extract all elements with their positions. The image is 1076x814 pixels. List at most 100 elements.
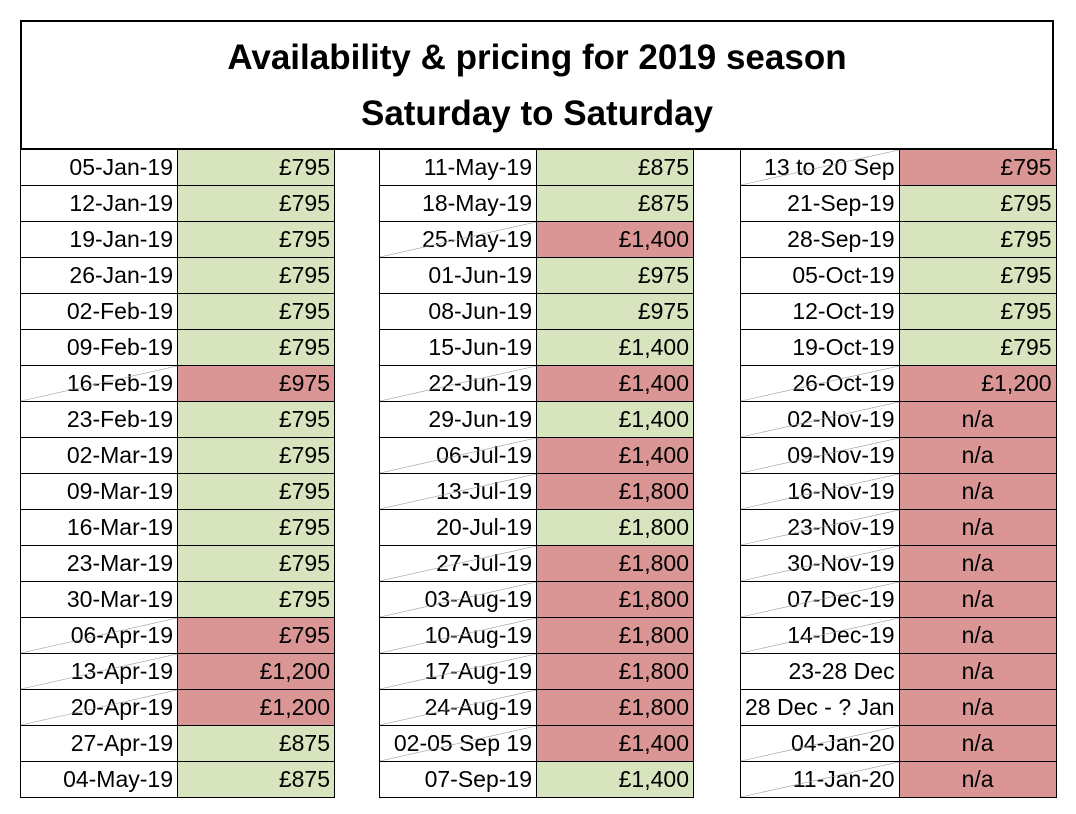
table-row: 15-Jun-19 £1,400 [379,329,694,366]
week-date-cell: 26-Jan-19 [20,257,178,294]
price-cell-available: £795 [177,257,335,294]
price-cell-available: £875 [536,185,694,222]
table-row: 02-Mar-19 £795 [20,437,335,474]
week-date-cell: 19-Oct-19 [740,329,900,366]
table-row: 13 to 20 Sep £795 [740,149,1057,186]
table-row: 14-Dec-19 n/a [740,617,1057,654]
price-cell-booked: n/a [898,545,1057,582]
table-row: 09-Nov-19 n/a [740,437,1057,474]
week-date: 23-28 Dec [788,658,895,684]
table-row: 07-Sep-19 £1,400 [379,761,694,798]
table-row: 09-Feb-19 £795 [20,329,335,366]
table-row: 26-Oct-19 £1,200 [740,365,1057,402]
week-date-cell: 04-Jan-20 [740,725,900,762]
week-date: 05-Oct-19 [792,262,895,288]
week-date-cell: 28 Dec - ? Jan [740,689,900,726]
table-row: 28-Sep-19 £795 [740,221,1057,258]
table-row: 12-Oct-19 £795 [740,293,1057,330]
table-row: 21-Sep-19 £795 [740,185,1057,222]
week-date-cell: 29-Jun-19 [379,401,537,438]
price-cell-booked: £1,200 [898,365,1057,402]
table-row: 13-Jul-19 £1,800 [379,473,694,510]
week-date: 16-Feb-19 [66,370,173,396]
week-date: 23-Nov-19 [787,514,895,540]
price-cell-booked: £1,400 [536,725,694,762]
price-cell-booked: £1,800 [536,581,694,618]
week-date: 13 to 20 Sep [764,154,895,180]
week-date: 03-Aug-19 [424,586,532,612]
price-cell-available: £795 [898,329,1057,366]
week-date: 02-Feb-19 [66,298,173,324]
week-date-cell: 11-Jan-20 [740,761,900,798]
week-date: 06-Apr-19 [70,622,173,648]
week-date-cell: 13 to 20 Sep [740,149,900,186]
price-cell-available: £795 [177,221,335,258]
price-cell-booked: £1,800 [536,545,694,582]
week-date-cell: 23-Feb-19 [20,401,178,438]
week-date-cell: 30-Mar-19 [20,581,178,618]
table-row: 23-Mar-19 £795 [20,545,335,582]
week-date-cell: 26-Oct-19 [740,365,900,402]
table-row: 09-Mar-19 £795 [20,473,335,510]
price-cell-booked: n/a [898,617,1057,654]
week-date-cell: 20-Apr-19 [20,689,178,726]
week-date-cell: 02-Mar-19 [20,437,178,474]
week-date: 30-Nov-19 [787,550,895,576]
week-date-cell: 23-28 Dec [740,653,900,690]
week-date-cell: 07-Sep-19 [379,761,537,798]
price-cell-available: £795 [177,401,335,438]
week-date-cell: 27-Jul-19 [379,545,537,582]
week-date-cell: 02-Feb-19 [20,293,178,330]
week-date: 11-Jan-20 [792,766,895,792]
week-date: 25-May-19 [422,226,532,252]
week-date-cell: 09-Mar-19 [20,473,178,510]
week-date: 06-Jul-19 [436,442,532,468]
price-cell-booked: n/a [898,401,1057,438]
week-date: 02-Mar-19 [66,442,173,468]
price-cell-available: £795 [898,185,1057,222]
table-row: 10-Aug-19 £1,800 [379,617,694,654]
table-row: 02-Nov-19 n/a [740,401,1057,438]
week-date-cell: 13-Apr-19 [20,653,178,690]
price-cell-available: £795 [177,149,335,186]
price-cell-booked: £795 [898,149,1057,186]
price-cell-booked: £1,200 [177,653,335,690]
week-date: 10-Aug-19 [424,622,532,648]
price-cell-booked: n/a [898,689,1057,726]
week-date: 05-Jan-19 [69,154,173,180]
price-cell-booked: £1,800 [536,473,694,510]
week-date: 28-Sep-19 [787,226,895,252]
price-cell-booked: £795 [177,617,335,654]
price-cell-booked: n/a [898,437,1057,474]
pricing-table-may-sep: 11-May-19 £875 18-May-19 £875 25-May-19 £1,40… [379,149,694,798]
price-cell-booked: £1,400 [536,365,694,402]
title-box: Availability & pricing for 2019 season S… [20,20,1054,150]
table-row: 04-Jan-20 n/a [740,725,1057,762]
table-row: 22-Jun-19 £1,400 [379,365,694,402]
price-cell-booked: £1,800 [536,689,694,726]
price-cell-available: £1,400 [536,401,694,438]
table-row: 19-Oct-19 £795 [740,329,1057,366]
table-row: 06-Apr-19 £795 [20,617,335,654]
week-date-cell: 09-Feb-19 [20,329,178,366]
week-date: 01-Jun-19 [428,262,532,288]
week-date-cell: 13-Jul-19 [379,473,537,510]
price-cell-available: £795 [177,437,335,474]
page-title: Availability & pricing for 2019 season [227,38,847,77]
price-cell-available: £795 [898,293,1057,330]
price-cell-available: £875 [177,725,335,762]
week-date: 27-Apr-19 [70,730,173,756]
table-row: 11-Jan-20 n/a [740,761,1057,798]
price-cell-available: £875 [177,761,335,798]
week-date: 07-Dec-19 [787,586,895,612]
week-date-cell: 01-Jun-19 [379,257,537,294]
week-date-cell: 19-Jan-19 [20,221,178,258]
table-row: 03-Aug-19 £1,800 [379,581,694,618]
price-cell-booked: n/a [898,581,1057,618]
table-row: 12-Jan-19 £795 [20,185,335,222]
week-date-cell: 23-Nov-19 [740,509,900,546]
week-date-cell: 25-May-19 [379,221,537,258]
table-row: 16-Feb-19 £975 [20,365,335,402]
price-cell-booked: £1,800 [536,617,694,654]
table-row: 19-Jan-19 £795 [20,221,335,258]
